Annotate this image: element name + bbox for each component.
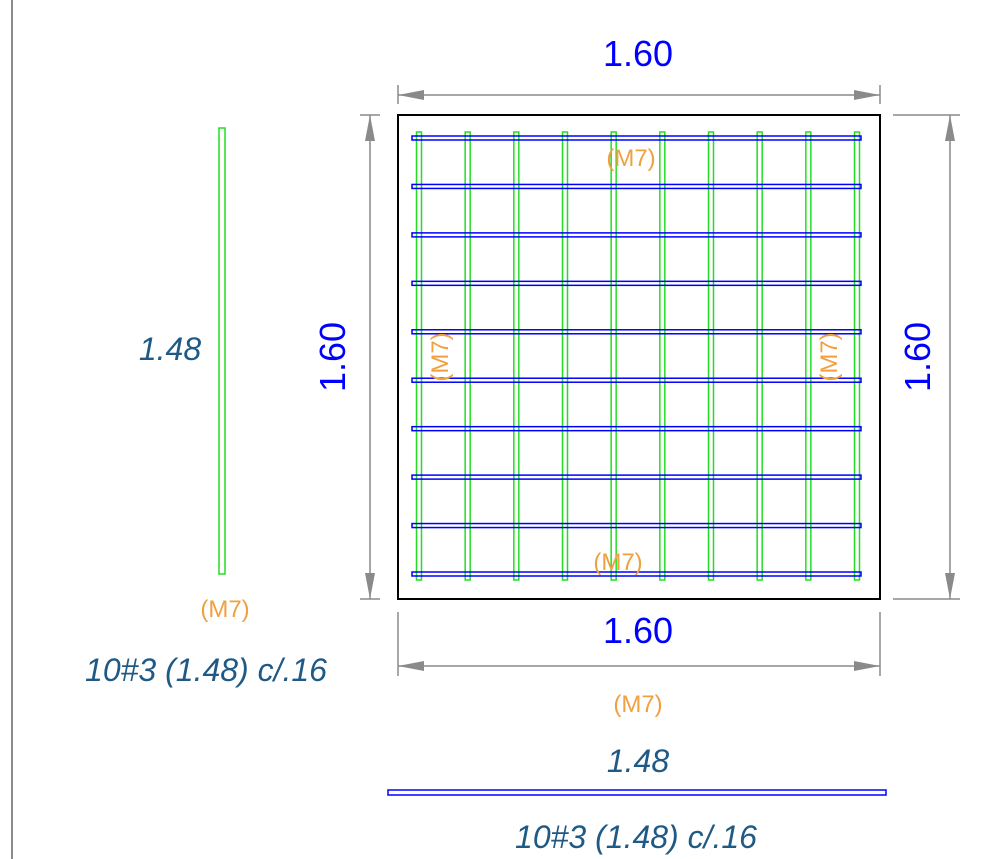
horizontal-bar-mark-label: (M7)	[613, 691, 662, 718]
vertical-bar-detail	[218, 127, 226, 575]
vertical-bar	[756, 131, 763, 581]
bottom-mark-label: (M7)	[593, 549, 642, 576]
vertical-bar-group	[415, 131, 861, 581]
horizontal-bar-detail	[387, 789, 887, 796]
right-height-dimension: 1.60	[897, 322, 938, 392]
vertical-bar-mark-label: (M7)	[200, 596, 249, 623]
horizontal-bar	[411, 522, 862, 529]
horizontal-bar	[411, 183, 862, 190]
left-dimension-arrow-top	[365, 115, 375, 141]
vertical-bar	[464, 131, 471, 581]
left-height-dimension: 1.60	[312, 322, 353, 392]
top-dimension-arrow-left	[398, 90, 424, 100]
slab-outline	[397, 114, 881, 600]
vertical-bar	[659, 131, 666, 581]
vertical-bar-spec-label: 10#3 (1.48) c/.16	[85, 652, 327, 688]
bottom-dimension-arrow-right	[854, 661, 880, 671]
vertical-bar	[415, 131, 423, 581]
horizontal-bar	[411, 280, 862, 287]
horizontal-bar-spec-label: 10#3 (1.48) c/.16	[515, 819, 757, 855]
vertical-bar	[561, 131, 569, 581]
horizontal-bar-length-label: 1.48	[607, 743, 669, 779]
vertical-bar	[610, 131, 617, 581]
horizontal-bar	[411, 329, 862, 335]
horizontal-bar	[411, 135, 862, 141]
horizontal-bar	[411, 425, 862, 432]
horizontal-bar	[411, 474, 862, 480]
horizontal-bar	[411, 232, 862, 238]
top-dimension-arrow-right	[854, 90, 880, 100]
top-width-dimension: 1.60	[603, 33, 673, 74]
bottom-width-dimension: 1.60	[603, 610, 673, 651]
vertical-bar	[707, 131, 715, 581]
left-dimension-arrow-bottom	[365, 573, 375, 599]
bottom-dimension-arrow-left	[398, 661, 424, 671]
vertical-bar-length-label: 1.48	[139, 331, 201, 367]
horizontal-bar	[411, 571, 862, 577]
vertical-bar	[853, 131, 861, 581]
horizontal-bar-group	[411, 135, 862, 577]
vertical-bar	[513, 131, 520, 581]
vertical-bar	[805, 131, 812, 581]
right-dimension-arrow-top	[945, 115, 955, 141]
horizontal-bar	[411, 377, 862, 383]
right-mark-label: (M7)	[816, 332, 843, 381]
left-mark-label: (M7)	[427, 332, 454, 381]
right-dimension-arrow-bottom	[945, 573, 955, 599]
top-mark-label: (M7)	[606, 145, 655, 172]
